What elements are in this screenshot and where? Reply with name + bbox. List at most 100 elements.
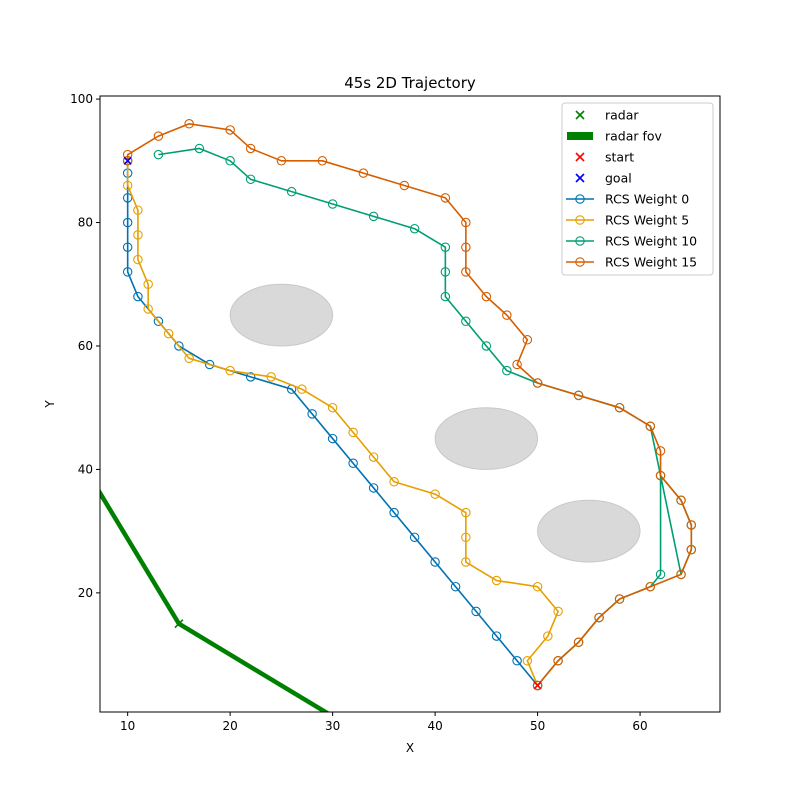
series-point — [461, 217, 471, 228]
series-point — [614, 402, 625, 413]
series-point — [502, 310, 512, 320]
series-point — [286, 186, 297, 197]
legend-marker — [575, 173, 585, 183]
x-tick-label: 60 — [632, 719, 647, 733]
radar-marker-stroke-b — [174, 619, 184, 629]
series-point — [184, 353, 194, 364]
goal-marker — [123, 156, 132, 165]
series-point — [461, 557, 471, 567]
obstacle-2 — [434, 407, 539, 470]
series-point — [245, 372, 256, 382]
legend-label: start — [605, 150, 634, 165]
series-point — [133, 230, 143, 240]
series-point — [327, 199, 338, 209]
series-point — [409, 532, 420, 543]
series-point — [204, 359, 215, 370]
x-tick-label: 10 — [120, 719, 135, 733]
y-tick-label: 20 — [78, 586, 93, 600]
series-point — [122, 180, 133, 191]
series-point — [532, 378, 543, 388]
radar-marker — [174, 619, 184, 629]
x-tick-label: 30 — [325, 719, 340, 733]
series-point — [450, 581, 461, 592]
series-point — [512, 359, 522, 370]
series-point — [389, 507, 399, 518]
plot-frame — [99, 95, 721, 713]
series-point — [122, 242, 133, 252]
series-point — [399, 180, 410, 191]
legend-label: RCS Weight 5 — [605, 213, 689, 228]
series-point — [553, 656, 563, 666]
x-tick-label: 40 — [427, 719, 442, 733]
series-point — [573, 637, 584, 648]
legend-marker — [575, 110, 585, 120]
series-point — [553, 606, 563, 617]
x-axis-label: X — [406, 741, 414, 755]
series-point — [307, 409, 317, 419]
series-point — [368, 483, 379, 493]
series-rcs-weight-0 — [122, 156, 543, 691]
series-point — [194, 143, 205, 154]
series-rcs-weight-3 — [122, 119, 697, 691]
start-marker-stroke-b — [533, 681, 542, 690]
series-rcs-weight-1 — [122, 156, 563, 691]
series-point — [645, 421, 656, 431]
x-tick-label: 50 — [530, 719, 545, 733]
legend-label: radar fov — [605, 129, 663, 144]
legend-box — [561, 102, 714, 276]
x-tick-label: 20 — [223, 719, 238, 733]
legend-point — [575, 194, 585, 204]
series-point — [471, 606, 481, 617]
series-point — [153, 316, 164, 327]
obstacles — [229, 283, 641, 563]
legend-point — [575, 257, 585, 267]
series-point — [440, 242, 451, 252]
series-point — [502, 365, 512, 376]
series-point — [686, 520, 697, 530]
series-point — [133, 254, 143, 265]
series-point — [153, 149, 164, 160]
series-point — [440, 291, 451, 302]
legend-entry: RCS Weight 5 — [566, 213, 689, 228]
legend-entry: radar fov — [567, 129, 663, 144]
series-line — [126, 122, 693, 686]
series-point — [358, 168, 369, 178]
series-point — [348, 458, 358, 469]
series-point — [153, 131, 164, 141]
series-point — [389, 477, 399, 487]
series-point — [543, 631, 553, 641]
legend-label: RCS Weight 10 — [605, 234, 697, 249]
series-point — [133, 291, 143, 302]
series-point — [297, 384, 307, 394]
series-point — [225, 125, 235, 135]
obstacle-1 — [229, 283, 334, 347]
y-tick-label: 40 — [78, 462, 93, 476]
series-point — [491, 575, 502, 586]
series-point — [430, 489, 440, 499]
series-point — [645, 581, 656, 592]
y-tick-label: 60 — [78, 339, 93, 353]
legend-point — [575, 215, 585, 225]
chart-title: 45s 2D Trajectory — [344, 74, 476, 92]
series-point — [368, 211, 379, 222]
legend-label: RCS Weight 0 — [605, 192, 689, 207]
legend-label: RCS Weight 15 — [605, 255, 697, 270]
series-point — [573, 390, 584, 401]
series-point — [143, 304, 153, 314]
series-point — [461, 267, 471, 277]
series-point — [327, 433, 338, 444]
series-point — [143, 279, 153, 290]
series-point — [440, 193, 451, 203]
legend: radar radar fov start goal RCS Weight 0 RCS W… — [561, 102, 714, 276]
series-point — [676, 569, 686, 580]
series-point — [163, 328, 174, 339]
y-axis-label: Y — [43, 400, 57, 409]
series-point — [461, 507, 471, 518]
markers-layer — [123, 156, 542, 690]
series-point — [522, 656, 533, 666]
series-point — [655, 569, 666, 580]
legend-swatch — [567, 132, 593, 140]
radar-fov-layer — [100, 488, 330, 712]
series-point — [655, 470, 666, 481]
series-point — [245, 143, 256, 154]
